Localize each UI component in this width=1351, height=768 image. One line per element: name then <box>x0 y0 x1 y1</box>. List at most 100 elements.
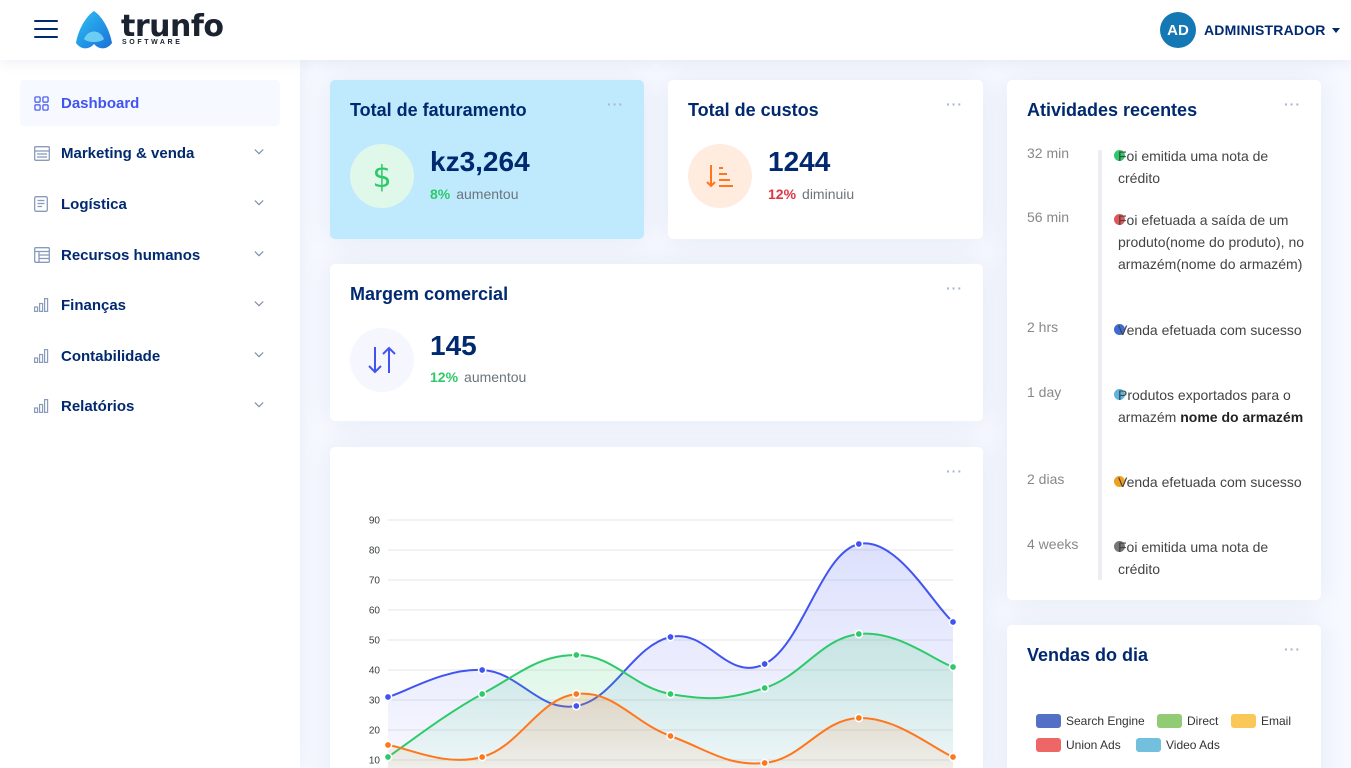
sidebar-item-marketing[interactable]: Marketing & venda <box>20 130 280 176</box>
margin-percent: 12% <box>430 369 458 385</box>
chevron-down-icon <box>254 249 264 259</box>
activity-text: Foi efetuada a saída de um produto(nome … <box>1118 209 1313 275</box>
activity-text: Venda efetuada com sucesso <box>1118 471 1313 493</box>
legend-item[interactable]: Email <box>1231 714 1291 728</box>
sidebar-item-financas[interactable]: Finanças <box>20 282 280 328</box>
activity-text: Produtos exportados para o armazém nome … <box>1118 384 1313 428</box>
activity-text-bold: nome do armazém <box>1180 409 1303 425</box>
card-title: Margem comercial <box>350 284 508 305</box>
data-point <box>479 753 486 760</box>
more-options-icon[interactable]: ··· <box>1284 641 1301 657</box>
data-point <box>855 714 862 721</box>
data-point <box>855 540 862 547</box>
activity-time: 1 day <box>1027 384 1061 400</box>
hamburger-menu-icon[interactable] <box>34 20 58 40</box>
more-options-icon[interactable]: ··· <box>946 96 963 112</box>
brand-subtitle: SOFTWARE <box>122 39 182 46</box>
activity-text: Foi emitida uma nota de crédito <box>1118 145 1313 189</box>
brand-logo[interactable]: trunfo SOFTWARE <box>70 9 220 53</box>
revenue-card: Total de faturamento ··· $ kz3,264 8% aum… <box>330 80 644 239</box>
margin-card: Margem comercial ··· 145 12% aumentou <box>330 264 983 421</box>
data-point <box>573 702 580 709</box>
margin-value: 145 <box>430 330 477 362</box>
sidebar-item-label: Relatórios <box>61 398 134 415</box>
data-point <box>761 759 768 766</box>
card-title: Atividades recentes <box>1027 100 1197 121</box>
profile-dropdown[interactable]: AD ADMINISTRADOR <box>1160 12 1340 48</box>
chevron-down-icon <box>254 198 264 208</box>
legend-item[interactable]: Union Ads <box>1036 738 1121 752</box>
legend-item[interactable]: Direct <box>1157 714 1218 728</box>
legend-swatch <box>1036 738 1061 752</box>
data-point <box>761 684 768 691</box>
y-tick-label: 40 <box>369 666 381 677</box>
costs-percent: 12% <box>768 186 796 202</box>
data-point <box>667 690 674 697</box>
legend-item[interactable]: Video Ads <box>1136 738 1220 752</box>
legend-label: Email <box>1261 714 1291 728</box>
data-point <box>949 753 956 760</box>
legend-label: Direct <box>1187 714 1218 728</box>
more-options-icon[interactable]: ··· <box>1284 96 1301 112</box>
data-point <box>479 666 486 673</box>
timeline-line <box>1098 150 1102 580</box>
sidebar-item-label: Marketing & venda <box>61 145 194 162</box>
data-point <box>949 663 956 670</box>
avatar: AD <box>1160 12 1196 48</box>
legend-label: Video Ads <box>1166 738 1220 752</box>
sidebar-item-logistica[interactable]: Logística <box>20 181 280 227</box>
sidebar-item-relatorios[interactable]: Relatórios <box>20 383 280 429</box>
sidebar-item-recursos-humanos[interactable]: Recursos humanos <box>20 232 280 278</box>
costs-value: 1244 <box>768 146 830 178</box>
activity-time: 2 hrs <box>1027 319 1058 335</box>
y-tick-label: 20 <box>369 726 381 737</box>
caret-down-icon <box>1332 28 1340 33</box>
data-point <box>949 618 956 625</box>
data-point <box>667 633 674 640</box>
chevron-down-icon <box>254 299 264 309</box>
more-options-icon[interactable]: ··· <box>607 96 624 112</box>
data-point <box>384 753 391 760</box>
data-point <box>667 732 674 739</box>
y-tick-label: 90 <box>369 516 381 527</box>
activity-text: Foi emitida uma nota de crédito <box>1118 536 1313 580</box>
bar-chart-icon <box>34 398 50 414</box>
bar-chart-icon <box>34 297 50 313</box>
sort-descending-icon <box>688 144 752 208</box>
revenue-trend: aumentou <box>456 186 518 202</box>
chevron-down-icon <box>254 350 264 360</box>
data-point <box>855 630 862 637</box>
revenue-value: kz3,264 <box>430 146 530 178</box>
legend-swatch <box>1231 714 1256 728</box>
margin-stat: 12% aumentou <box>430 369 526 385</box>
y-tick-label: 70 <box>369 576 381 587</box>
activity-time: 32 min <box>1027 145 1069 161</box>
sidebar-item-contabilidade[interactable]: Contabilidade <box>20 333 280 379</box>
data-point <box>761 660 768 667</box>
area-chart: 102030405060708090 <box>330 447 983 768</box>
sidebar-item-label: Dashboard <box>61 95 139 112</box>
svg-text:$: $ <box>372 160 391 193</box>
legend-label: Union Ads <box>1066 738 1121 752</box>
table-icon <box>34 247 50 263</box>
sales-day-card: Vendas do dia ··· Search Engine Direct E… <box>1007 625 1321 768</box>
bar-chart-icon <box>34 348 50 364</box>
legend-item[interactable]: Search Engine <box>1036 714 1145 728</box>
data-point <box>573 651 580 658</box>
document-icon <box>34 196 50 212</box>
card-title: Vendas do dia <box>1027 645 1148 666</box>
legend-swatch <box>1157 714 1182 728</box>
sidebar-item-label: Recursos humanos <box>61 247 200 264</box>
y-tick-label: 60 <box>369 606 381 617</box>
arrows-up-down-icon <box>350 328 414 392</box>
legend-swatch <box>1036 714 1061 728</box>
y-tick-label: 30 <box>369 696 381 707</box>
more-options-icon[interactable]: ··· <box>946 280 963 296</box>
chevron-down-icon <box>254 147 264 157</box>
sidebar-item-dashboard[interactable]: Dashboard <box>20 80 280 126</box>
sidebar-item-label: Finanças <box>61 297 126 314</box>
activity-time: 2 dias <box>1027 471 1064 487</box>
costs-card: Total de custos ··· 1244 12% diminuiu <box>668 80 983 239</box>
logo-mark-icon <box>70 9 118 53</box>
y-tick-label: 80 <box>369 546 381 557</box>
